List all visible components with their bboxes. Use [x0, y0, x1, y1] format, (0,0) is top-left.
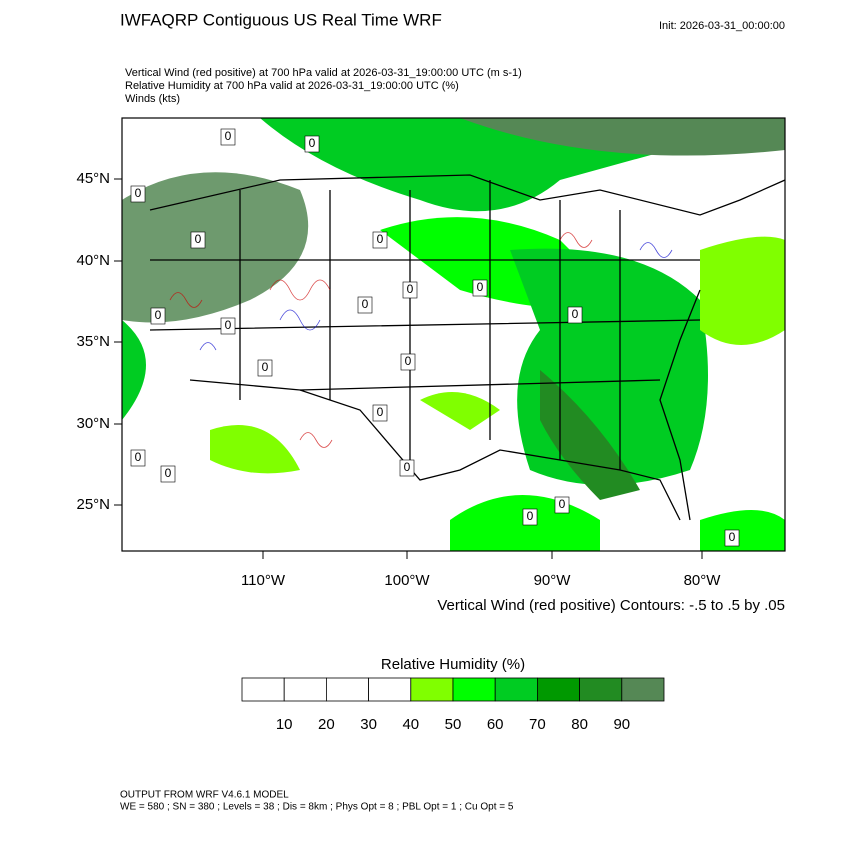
contour-label-box — [567, 306, 583, 324]
lon-label: 100°W — [384, 572, 430, 589]
contour-label-box — [400, 353, 416, 371]
contour-label-box — [372, 404, 388, 422]
lon-label: 90°W — [534, 572, 572, 589]
colorbar-box — [537, 677, 581, 702]
init-time: Init: 2026-03-31_00:00:00 — [659, 20, 785, 32]
contour-label: 0 — [155, 308, 162, 322]
contour-label: 0 — [225, 129, 232, 143]
contour-label: 0 — [362, 297, 369, 311]
contour-label: 0 — [572, 307, 579, 321]
subtitle: Vertical Wind (red positive) at 700 hPa … — [125, 67, 522, 79]
colorbar-tick-label: 80 — [571, 716, 588, 733]
contour-label: 0 — [404, 460, 411, 474]
lat-label: 30°N — [76, 415, 110, 432]
contour-label: 0 — [527, 509, 534, 523]
contour-label-box — [372, 231, 388, 249]
contour-label: 0 — [729, 530, 736, 544]
lon-label: 80°W — [684, 572, 722, 589]
colorbar-box — [410, 677, 454, 702]
lon-label: 110°W — [241, 572, 286, 589]
contour-label-box — [724, 529, 740, 547]
colorbar-tick-label: 90 — [613, 716, 630, 733]
contour-label: 0 — [195, 232, 202, 246]
contour-label-box — [130, 185, 146, 203]
colorbar-box — [579, 677, 623, 702]
lat-label: 35°N — [76, 333, 110, 350]
map — [121, 117, 786, 552]
lat-label: 40°N — [76, 252, 110, 269]
footer: OUTPUT FROM WRF V4.6.1 MODEL — [120, 790, 289, 801]
colorbar-tick-label: 60 — [487, 716, 504, 733]
contour-label: 0 — [225, 318, 232, 332]
contour-label-box — [160, 465, 176, 483]
colorbar-tick-label: 70 — [529, 716, 546, 733]
colorbar-box — [283, 677, 327, 702]
contour-label-box — [190, 231, 206, 249]
contour-label: 0 — [262, 360, 269, 374]
contour-label-box — [304, 135, 320, 153]
contour-label: 0 — [477, 280, 484, 294]
contour-label: 0 — [377, 405, 384, 419]
colorbar-tick-label: 40 — [402, 716, 419, 733]
contour-label-box — [399, 459, 415, 477]
contour-label-box — [402, 281, 418, 299]
colorbar-box — [368, 677, 412, 702]
contour-label-box — [257, 359, 273, 377]
colorbar-box — [621, 677, 665, 702]
contour-label: 0 — [135, 186, 142, 200]
colorbar-title: Relative Humidity (%) — [381, 656, 525, 673]
contour-label-box — [554, 496, 570, 514]
contour-label-box — [472, 279, 488, 297]
subtitle: Relative Humidity at 700 hPa valid at 20… — [125, 80, 459, 92]
contour-label: 0 — [559, 497, 566, 511]
contour-label: 0 — [377, 232, 384, 246]
colorbar-box — [452, 677, 496, 702]
footer: WE = 580 ; SN = 380 ; Levels = 38 ; Dis … — [120, 802, 514, 813]
contour-note: Vertical Wind (red positive) Contours: -… — [437, 597, 785, 614]
contour-label: 0 — [405, 354, 412, 368]
colorbar-tick-label: 50 — [445, 716, 462, 733]
colorbar-box — [494, 677, 538, 702]
colorbar-tick-label: 10 — [276, 716, 293, 733]
contour-label: 0 — [165, 466, 172, 480]
colorbar-box — [241, 677, 285, 702]
colorbar-box — [325, 677, 369, 702]
contour-label-box — [220, 128, 236, 146]
colorbar-tick-label: 20 — [318, 716, 335, 733]
contour-label: 0 — [407, 282, 414, 296]
subtitle: Winds (kts) — [125, 93, 180, 105]
lat-label: 25°N — [76, 496, 110, 513]
contour-label-box — [522, 508, 538, 526]
contour-label-box — [150, 307, 166, 325]
contour-label-box — [220, 317, 236, 335]
title: IWFAQRP Contiguous US Real Time WRF — [120, 10, 442, 29]
contour-label-box — [357, 296, 373, 314]
contour-label: 0 — [309, 136, 316, 150]
contour-label: 0 — [135, 450, 142, 464]
lat-label: 45°N — [76, 170, 110, 187]
colorbar-tick-label: 30 — [360, 716, 377, 733]
contour-label-box — [130, 449, 146, 467]
